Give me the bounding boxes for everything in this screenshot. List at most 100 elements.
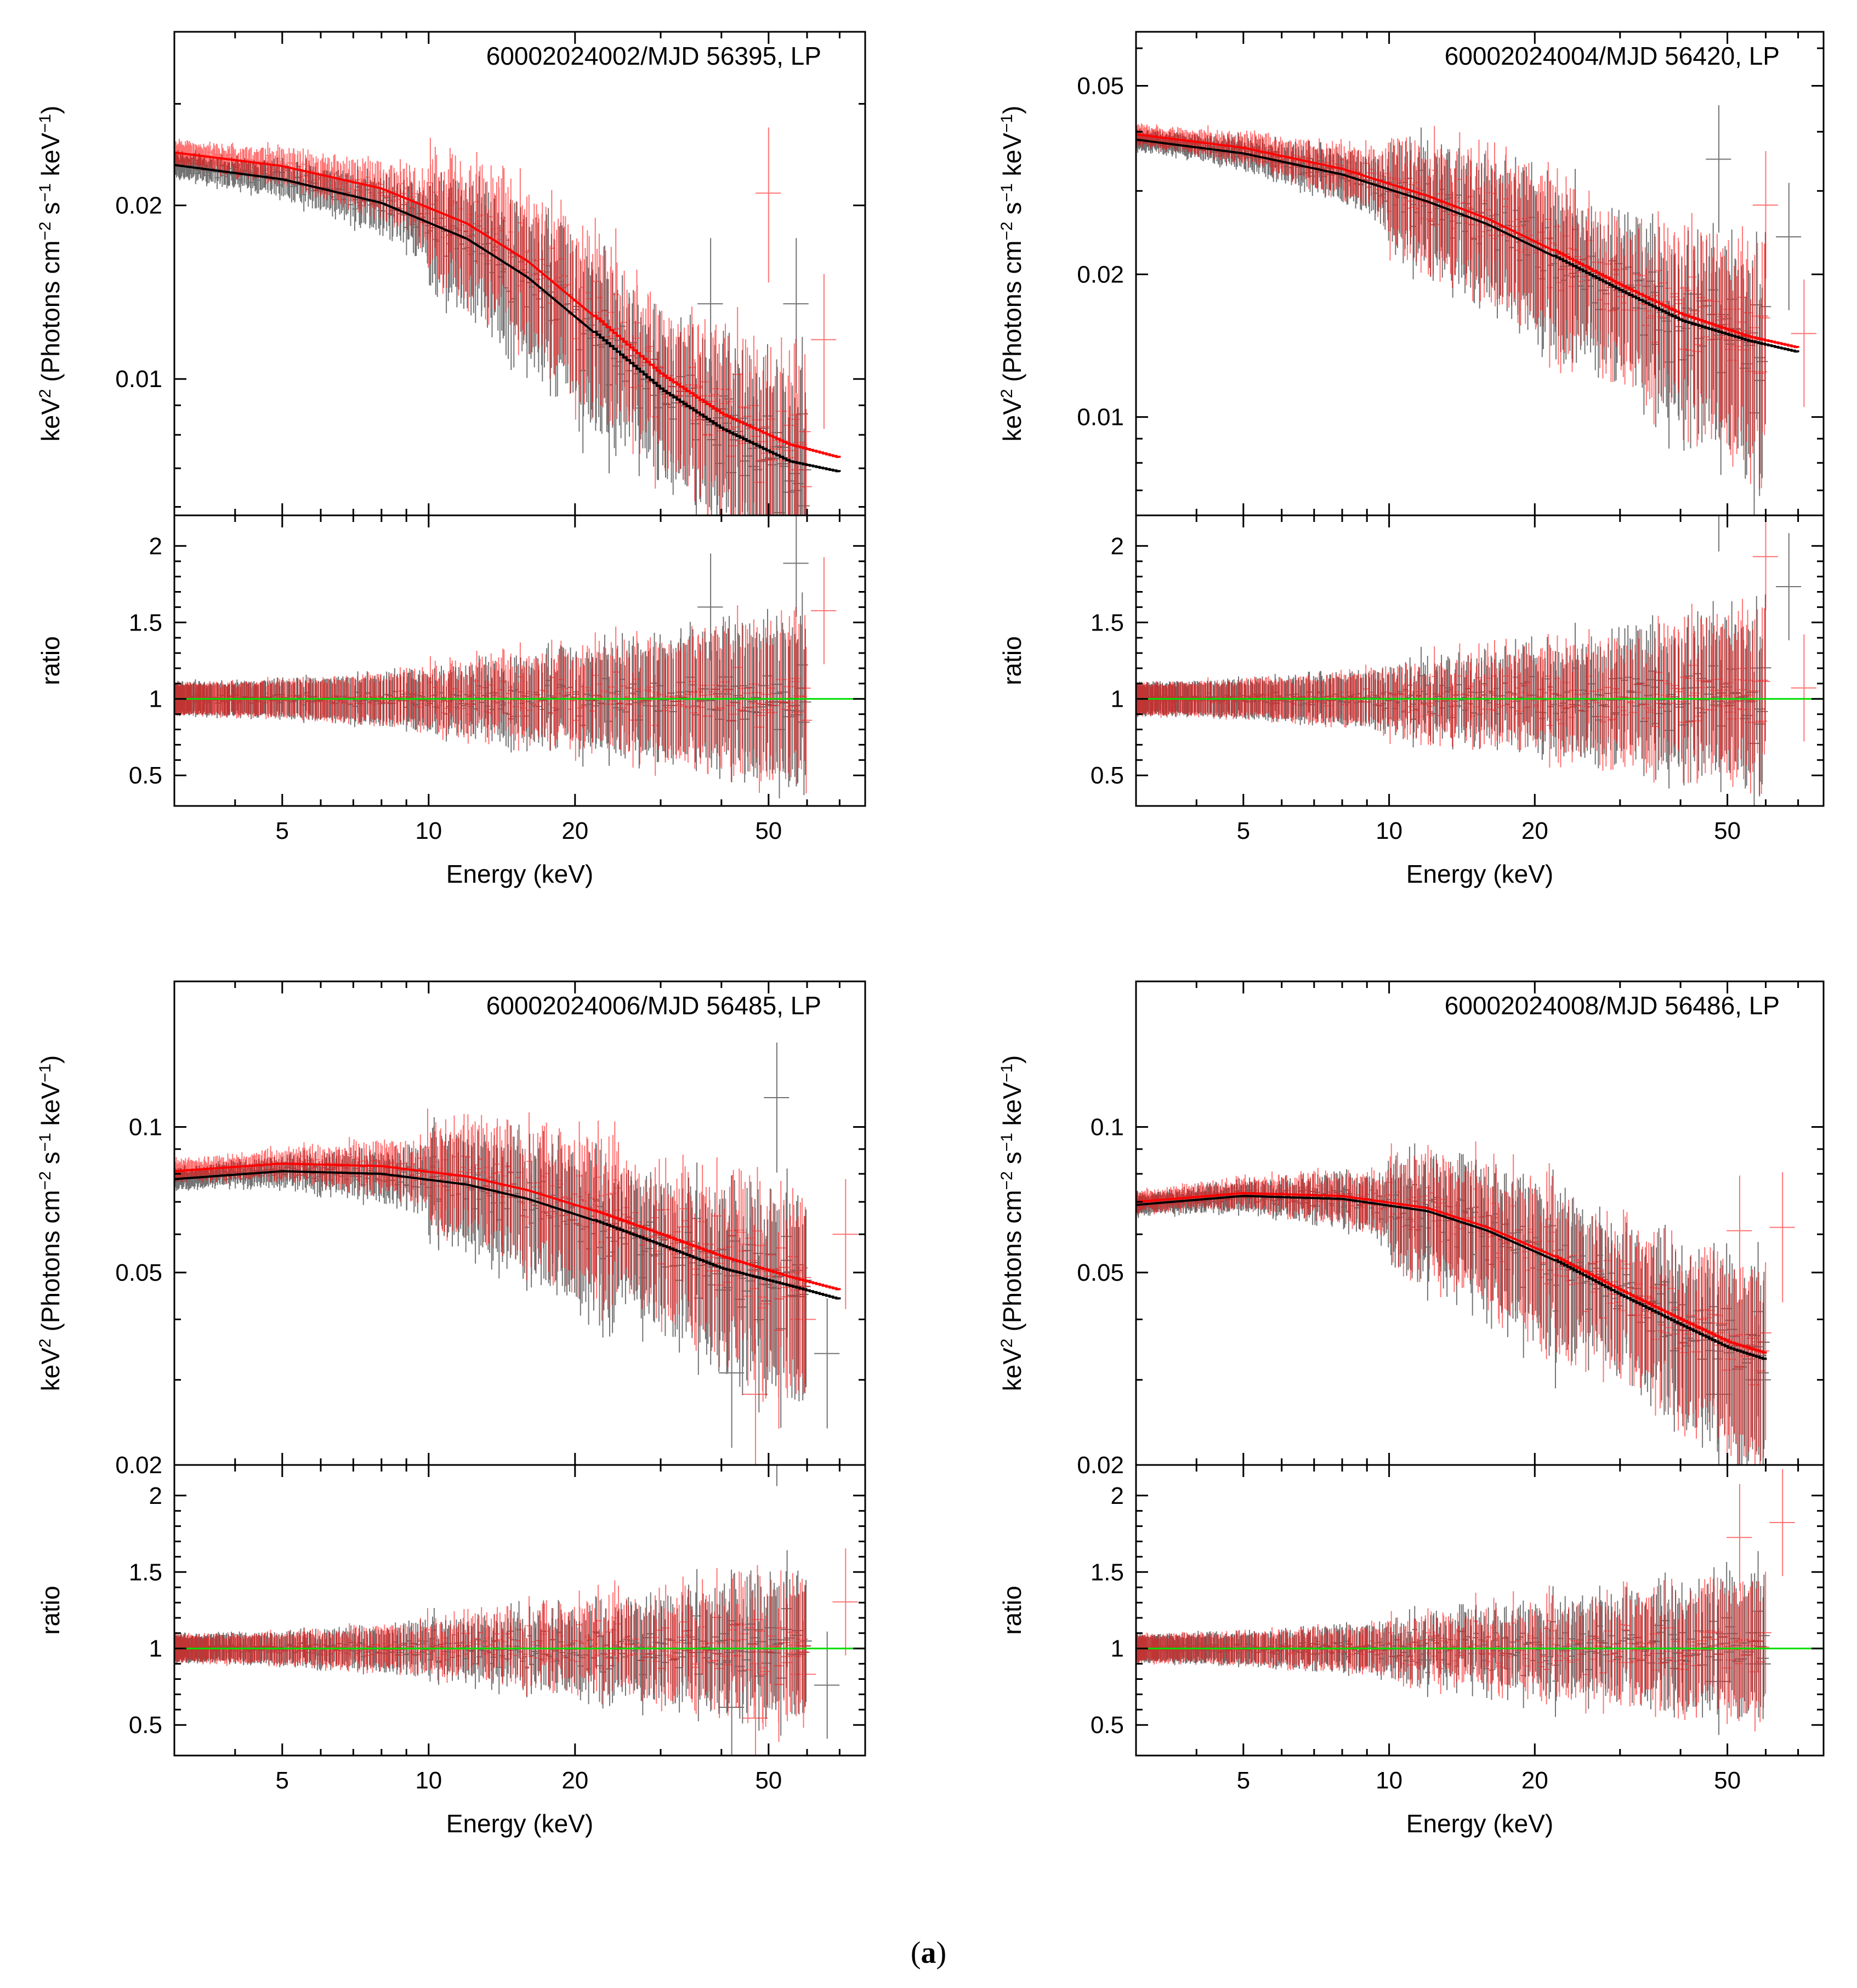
- y-tick-label-top: 0.02: [115, 192, 162, 219]
- y-tick-label-bottom: 1: [1111, 1635, 1124, 1662]
- y-axis-label-ratio: ratio: [36, 636, 65, 685]
- y-tick-label-bottom: 2: [1111, 1483, 1124, 1509]
- red-model-line: [174, 1162, 841, 1291]
- spectrum-data: [1136, 105, 1816, 515]
- y-tick-label-top: 0.05: [115, 1259, 162, 1286]
- y-tick-label-top: 0.02: [115, 1452, 162, 1479]
- x-tick-label: 5: [276, 1767, 289, 1794]
- red-model-line: [1136, 133, 1799, 348]
- chart-title: 60002024006/MJD 56485, LP: [486, 991, 821, 1020]
- caption-label: a: [921, 1936, 936, 1970]
- red-ratio-points: [1136, 1469, 1795, 1731]
- chart-4: 5 10 20 50 Energy (keV) 0.02 0.05 0.1 0.5 1 1.5 2 ra…: [998, 980, 1825, 1838]
- y-tick-marks-top: [174, 31, 865, 508]
- x-axis-label: Energy (keV): [446, 1809, 593, 1838]
- red-spectrum-points: [174, 127, 837, 515]
- y-tick-marks-bottom: [174, 545, 865, 776]
- y-tick-label-bottom: 1: [1111, 686, 1124, 713]
- y-tick-marks-bottom: [1136, 545, 1824, 776]
- x-tick-label: 5: [1237, 817, 1250, 844]
- plot-frame: [1135, 980, 1825, 1757]
- figure-caption: (a): [910, 1936, 947, 1970]
- red-model-line: [1136, 1192, 1767, 1354]
- black-model-line: [1136, 1195, 1767, 1360]
- y-tick-label-bottom: 1.5: [129, 609, 162, 636]
- x-tick-label: 5: [276, 817, 289, 844]
- ratio-data: [174, 515, 837, 799]
- x-tick-label: 10: [415, 1767, 442, 1794]
- y-tick-label-bottom: 0.5: [1091, 1712, 1124, 1739]
- y-tick-label-bottom: 1.5: [1091, 609, 1124, 636]
- ratio-data: [1136, 1469, 1795, 1735]
- y-tick-label-bottom: 1.5: [1091, 1559, 1124, 1586]
- y-axis-label-spectrum: keV2 (Photons cm−2 s−1 keV−1): [36, 106, 65, 442]
- y-tick-label-top: 0.01: [115, 366, 162, 393]
- y-tick-label-top: 0.1: [1091, 1114, 1124, 1141]
- x-tick-label: 10: [415, 817, 442, 844]
- plot-frame: [173, 31, 866, 807]
- y-tick-label-top: 0.1: [129, 1114, 162, 1141]
- y-tick-label-top: 0.05: [1077, 72, 1124, 99]
- spectrum-data: [174, 1042, 858, 1465]
- chart-title: 60002024008/MJD 56486, LP: [1445, 991, 1780, 1020]
- x-tick-marks: [173, 32, 841, 806]
- red-spectrum-points: [1136, 123, 1816, 489]
- y-axis-label-spectrum: keV2 (Photons cm−2 s−1 keV−1): [36, 1055, 65, 1391]
- y-tick-label-bottom: 0.5: [129, 762, 162, 789]
- y-axis-label-ratio: ratio: [998, 636, 1026, 685]
- x-tick-marks: [173, 981, 841, 1756]
- x-tick-label: 20: [561, 817, 588, 844]
- chart-title: 60002024004/MJD 56420, LP: [1445, 42, 1780, 70]
- y-tick-marks-bottom: [1136, 1495, 1824, 1726]
- y-tick-label-bottom: 2: [149, 1483, 162, 1509]
- x-tick-label: 20: [1521, 1767, 1548, 1794]
- y-axis-label-ratio: ratio: [36, 1586, 65, 1634]
- black-ratio-points: [174, 1465, 840, 1756]
- y-tick-label-bottom: 1: [149, 686, 162, 713]
- y-tick-label-bottom: 2: [1111, 533, 1124, 560]
- x-tick-label: 20: [561, 1767, 588, 1794]
- y-tick-label-top: 0.02: [1077, 1452, 1124, 1479]
- x-axis-label: Energy (keV): [1406, 1809, 1553, 1838]
- chart-2: 5 10 20 50 Energy (keV) 0.01 0.02 0.05 0.5 1 1.5 2 r…: [998, 31, 1825, 888]
- black-model-line: [1136, 138, 1799, 353]
- x-tick-label: 20: [1521, 817, 1548, 844]
- plot-frame: [1135, 31, 1825, 807]
- y-tick-label-bottom: 1: [149, 1635, 162, 1662]
- black-model-line: [174, 1170, 841, 1300]
- spectrum-data: [174, 127, 841, 515]
- y-tick-label-top: 0.05: [1077, 1259, 1124, 1286]
- x-tick-label: 50: [1714, 1767, 1741, 1794]
- red-model-line: [174, 151, 841, 458]
- red-ratio-points: [174, 1548, 858, 1756]
- y-tick-marks-top: [174, 980, 865, 1466]
- y-tick-marks-top: [1136, 980, 1824, 1466]
- y-axis-label-ratio: ratio: [998, 1586, 1026, 1634]
- red-spectrum-points: [174, 1108, 858, 1465]
- y-tick-label-top: 0.02: [1077, 261, 1124, 288]
- x-axis-label: Energy (keV): [446, 860, 593, 888]
- x-tick-label: 50: [1714, 817, 1741, 844]
- y-axis-label-spectrum: keV2 (Photons cm−2 s−1 keV−1): [998, 1055, 1026, 1391]
- x-axis-label: Energy (keV): [1406, 860, 1553, 888]
- y-tick-label-top: 0.01: [1077, 404, 1124, 431]
- spectrum-data: [1136, 1141, 1795, 1465]
- x-tick-marks: [1135, 981, 1799, 1756]
- ratio-data: [1136, 515, 1816, 806]
- x-tick-label: 50: [755, 1767, 782, 1794]
- x-tick-marks: [1135, 32, 1799, 806]
- x-tick-label: 50: [755, 817, 782, 844]
- chart-title: 60002024002/MJD 56395, LP: [486, 42, 821, 70]
- chart-1: 5 10 20 50 Energy (keV) 0.01 0.02 0.5 1 1.5 2 ratio…: [36, 31, 866, 888]
- black-model-line: [174, 163, 841, 473]
- y-axis-label-spectrum: keV2 (Photons cm−2 s−1 keV−1): [998, 106, 1026, 442]
- y-tick-marks-top: [1136, 47, 1824, 491]
- red-ratio-points: [1136, 515, 1816, 795]
- x-tick-label: 10: [1376, 817, 1402, 844]
- y-tick-label-bottom: 1.5: [129, 1559, 162, 1586]
- x-tick-label: 5: [1237, 1767, 1250, 1794]
- chart-3: 5 10 20 50 Energy (keV) 0.02 0.05 0.1 0.5 1 1.5 2 ra…: [36, 980, 866, 1838]
- y-tick-label-bottom: 0.5: [129, 1712, 162, 1739]
- plot-frame: [173, 980, 866, 1757]
